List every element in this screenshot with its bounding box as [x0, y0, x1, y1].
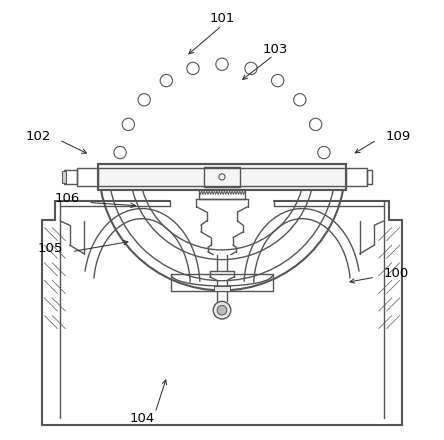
Bar — [98, 164, 346, 190]
Text: 103: 103 — [262, 43, 287, 56]
Bar — [204, 167, 240, 187]
Bar — [64, 170, 77, 184]
Bar — [98, 164, 346, 190]
Text: 106: 106 — [55, 192, 80, 205]
Circle shape — [217, 305, 227, 315]
Circle shape — [213, 301, 231, 319]
Text: 101: 101 — [209, 12, 235, 25]
Text: 105: 105 — [38, 242, 63, 255]
Bar — [367, 170, 373, 184]
Text: 102: 102 — [25, 130, 51, 143]
Bar — [62, 171, 66, 183]
Bar — [214, 286, 230, 291]
Bar — [77, 168, 98, 186]
Text: 104: 104 — [129, 412, 155, 425]
Text: 100: 100 — [383, 267, 408, 280]
Bar — [346, 168, 367, 186]
Bar — [214, 286, 230, 291]
Text: 109: 109 — [385, 130, 411, 143]
